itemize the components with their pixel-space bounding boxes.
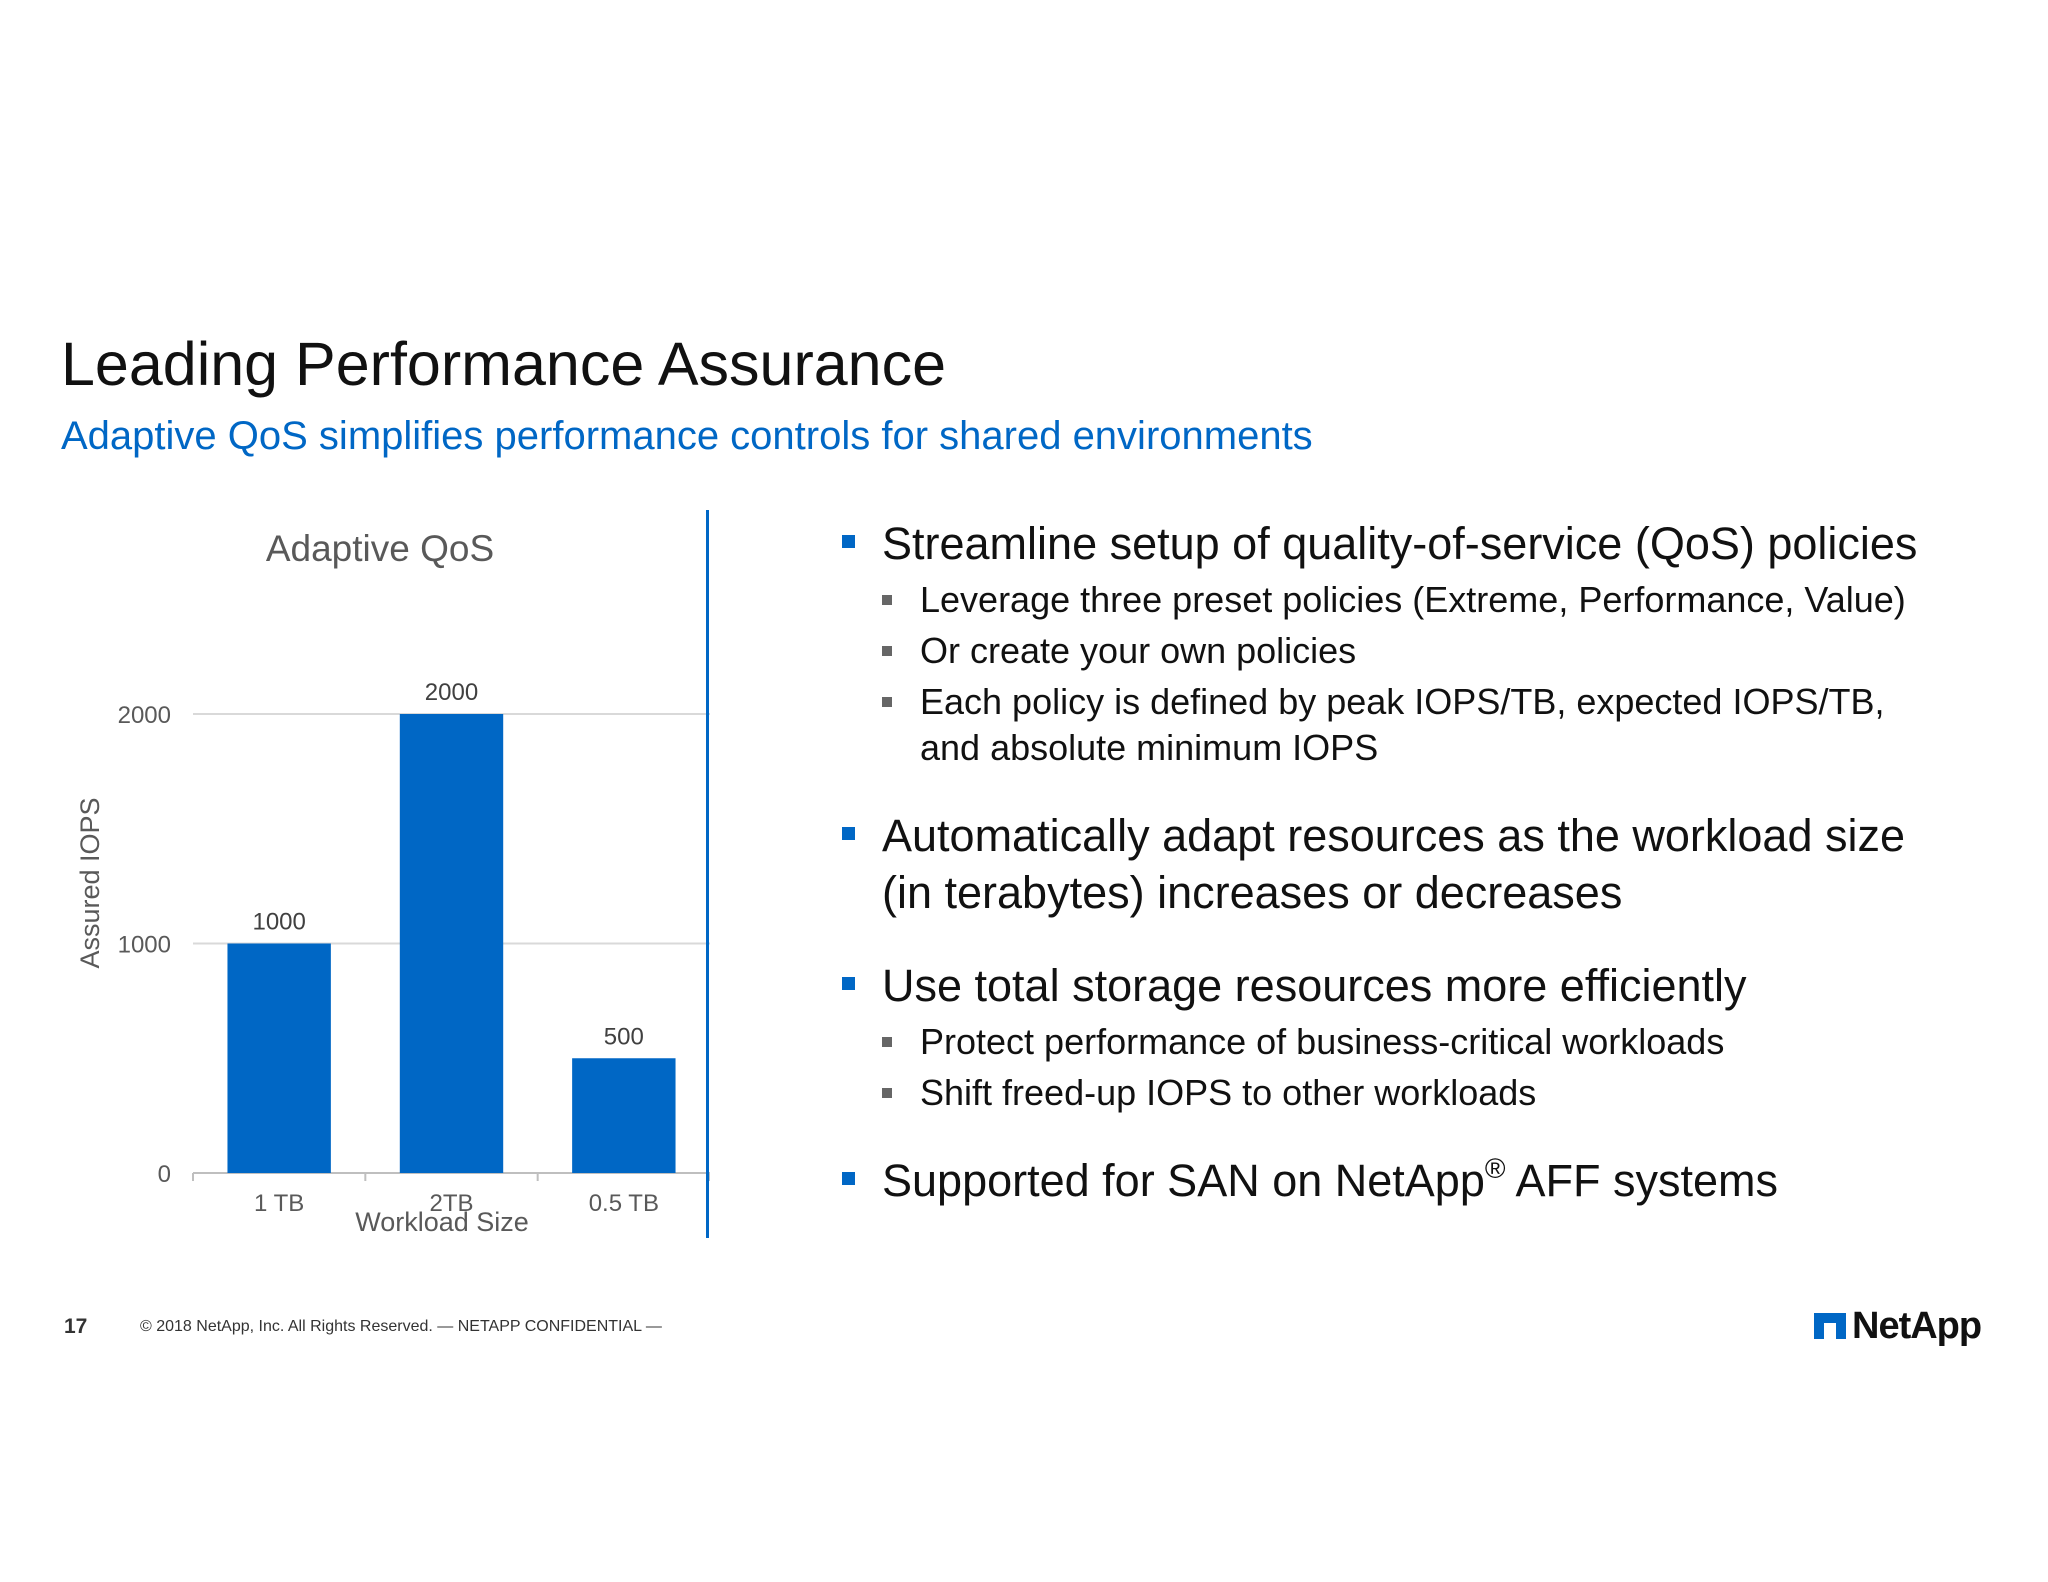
x-tick-label: 0.5 TB bbox=[589, 1190, 659, 1217]
sub-bullet-text: Each policy is defined by peak IOPS/TB, … bbox=[920, 681, 1885, 722]
bullet-text: Supported for SAN on NetApp bbox=[882, 1155, 1485, 1206]
sub-bullet-presets: Leverage three preset policies (Extreme,… bbox=[840, 577, 2020, 623]
page-number: 17 bbox=[64, 1315, 88, 1338]
square-bullet-icon bbox=[882, 697, 892, 707]
bullet-text: AFF systems bbox=[1505, 1155, 1779, 1206]
y-tick-label: 1000 bbox=[118, 932, 171, 959]
sub-bullet-text: Protect performance of business-critical… bbox=[920, 1021, 1725, 1062]
x-axis-label: Workload Size bbox=[355, 1207, 529, 1237]
x-tick-label: 1 TB bbox=[254, 1190, 304, 1217]
sub-bullet-text: Or create your own policies bbox=[920, 630, 1357, 671]
sub-bullet-text: Shift freed-up IOPS to other workloads bbox=[920, 1072, 1537, 1113]
bar bbox=[399, 714, 504, 1173]
sub-bullet-protect: Protect performance of business-critical… bbox=[840, 1019, 2020, 1065]
bullet-auto-adapt: Automatically adapt resources as the wor… bbox=[840, 807, 2020, 921]
square-bullet-icon bbox=[882, 1088, 892, 1098]
square-bullet-icon bbox=[882, 1037, 892, 1047]
bullet-streamline: Streamline setup of quality-of-service (… bbox=[840, 515, 2020, 572]
logo-text: NetApp bbox=[1852, 1304, 1982, 1347]
netapp-logo: NetApp bbox=[1814, 1304, 1982, 1347]
sub-bullet-text: and absolute minimum IOPS bbox=[920, 727, 1379, 768]
x-tick-label: 2TB bbox=[429, 1190, 473, 1217]
bullet-text: Automatically adapt resources as the wor… bbox=[882, 810, 1906, 861]
slide-title: Leading Performance Assurance bbox=[61, 330, 947, 398]
data-label: 2000 bbox=[425, 679, 478, 706]
bar bbox=[227, 943, 331, 1173]
data-label: 500 bbox=[604, 1023, 644, 1050]
sub-bullet-policy-definition: Each policy is defined by peak IOPS/TB, … bbox=[840, 679, 2020, 771]
y-tick-label: 2000 bbox=[118, 702, 171, 729]
sub-bullet-text: Leverage three preset policies (Extreme,… bbox=[920, 579, 1906, 620]
chart-ticks: 0 1000 2000 1000 1 TB 2000 2TB 500 0.5 TB bbox=[118, 679, 659, 1217]
chart-bars bbox=[227, 714, 676, 1173]
sub-bullet-shift: Shift freed-up IOPS to other workloads bbox=[840, 1070, 2020, 1116]
bar-chart: Adaptive QoS Assured IOPS Workload Size … bbox=[75, 528, 710, 1237]
square-bullet-icon bbox=[842, 827, 855, 840]
bullet-text: Use total storage resources more efficie… bbox=[882, 960, 1747, 1011]
slide-subtitle: Adaptive QoS simplifies performance cont… bbox=[61, 414, 1313, 458]
chart-title: Adaptive QoS bbox=[266, 528, 494, 569]
bullet-efficiency: Use total storage resources more efficie… bbox=[840, 957, 2020, 1014]
square-bullet-icon bbox=[842, 1172, 855, 1185]
square-bullet-icon bbox=[882, 595, 892, 605]
data-label: 1000 bbox=[252, 909, 305, 936]
bullet-list: Streamline setup of quality-of-service (… bbox=[840, 515, 2020, 1209]
bullet-text: (in terabytes) increases or decreases bbox=[882, 867, 1623, 918]
netapp-logo-icon bbox=[1814, 1313, 1846, 1339]
bullet-san-support: Supported for SAN on NetApp® AFF systems bbox=[840, 1152, 2020, 1209]
square-bullet-icon bbox=[842, 535, 855, 548]
registered-mark: ® bbox=[1484, 1153, 1506, 1184]
square-bullet-icon bbox=[842, 977, 855, 990]
section-divider bbox=[706, 510, 709, 1238]
square-bullet-icon bbox=[882, 646, 892, 656]
y-axis-label: Assured IOPS bbox=[75, 797, 105, 968]
copyright-notice: © 2018 NetApp, Inc. All Rights Reserved.… bbox=[140, 1318, 662, 1335]
sub-bullet-own-policies: Or create your own policies bbox=[840, 628, 2020, 674]
bar bbox=[572, 1058, 676, 1173]
y-tick-label: 0 bbox=[158, 1161, 171, 1188]
bullet-text: Streamline setup of quality-of-service (… bbox=[882, 518, 1918, 569]
